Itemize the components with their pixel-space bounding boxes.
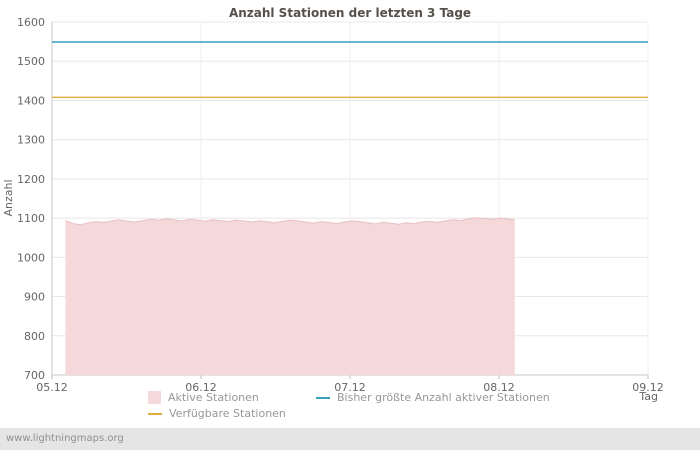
y-tick-label: 700 (24, 369, 45, 382)
chart-title: Anzahl Stationen der letzten 3 Tage (228, 6, 472, 20)
y-tick-label: 1500 (17, 55, 45, 68)
y-tick-label: 1200 (17, 173, 45, 186)
x-tick-label: 07.12 (334, 381, 366, 394)
y-tick-label: 1300 (17, 134, 45, 147)
x-tick-label: 08.12 (483, 381, 515, 394)
legend-item: Verfügbare Stationen (148, 407, 316, 420)
y-axis-label: Anzahl (2, 179, 15, 216)
legend-item: Bisher größte Anzahl aktiver Stationen (316, 391, 550, 404)
y-tick-label: 1600 (17, 16, 45, 29)
legend-label: Bisher größte Anzahl aktiver Stationen (337, 391, 550, 404)
y-tick-label: 1400 (17, 94, 45, 107)
y-tick-label: 900 (24, 291, 45, 304)
legend: Aktive Stationen Bisher größte Anzahl akt… (148, 391, 550, 420)
area-series-aktive-stationen (65, 217, 515, 375)
legend-item: Aktive Stationen (148, 391, 316, 404)
y-tick-label: 1000 (17, 251, 45, 264)
legend-label: Aktive Stationen (168, 391, 259, 404)
x-tick-label: 06.12 (185, 381, 217, 394)
y-tick-label: 800 (24, 330, 45, 343)
x-tick-label: 09.12 (632, 381, 664, 394)
y-tick-label: 1100 (17, 212, 45, 225)
footer-watermark: www.lightningmaps.org (0, 428, 700, 450)
x-axis-label: Tag (639, 390, 658, 403)
legend-label: Verfügbare Stationen (169, 407, 286, 420)
plot-area: Anzahl 700 800 900 1000 1100 1200 1300 1400 1500… (2, 16, 664, 394)
x-tick-label: 05.12 (36, 381, 68, 394)
legend-swatch-line (148, 412, 162, 415)
legend-swatch-line (316, 396, 330, 399)
area-series-outline (65, 217, 515, 226)
legend-swatch-area (148, 391, 161, 404)
